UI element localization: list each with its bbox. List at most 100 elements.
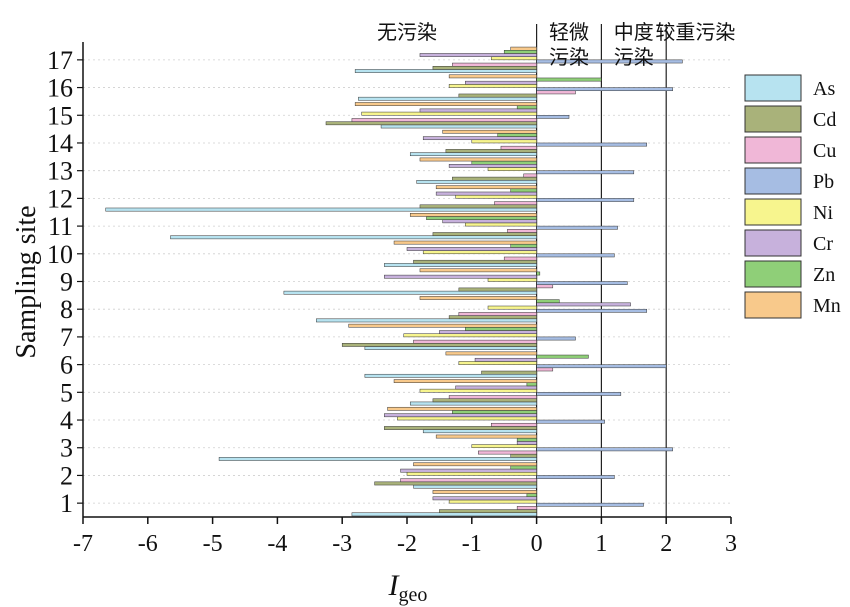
bar-cu-site-1 [516,506,537,510]
bar-ni-site-5 [419,388,537,393]
legend-label-pb: Pb [813,171,834,193]
bar-cu-site-7 [413,339,537,344]
bar-mn-site-10 [393,240,537,245]
bar-as-site-9 [283,290,537,295]
bar-mn-site-11 [409,213,537,217]
bar-as-site-7 [364,346,537,350]
bar-cu-site-11 [507,229,537,233]
bar-ni-site-6 [458,361,537,365]
x-tick-label: -3 [332,531,352,557]
bar-mn-site-2 [413,462,537,467]
x-tick-label: 3 [725,531,737,557]
bar-mn-site-4 [387,406,537,411]
bar-cu-site-2 [400,478,537,483]
bar-cu-site-6 [536,367,554,372]
x-tick-label: 1 [595,531,607,557]
bar-cd-site-4 [384,426,537,430]
bar-cu-site-13 [523,173,537,178]
bar-cr-site-11 [442,219,537,224]
bar-cr-site-8 [536,302,631,307]
bar-pb-site-10 [536,253,615,258]
bar-mn-site-3 [435,434,537,439]
bar-as-site-1 [351,512,537,517]
bar-as-site-3 [218,457,537,461]
y-tick-label-site-7: 7 [60,323,73,352]
bar-ni-site-2 [406,471,537,476]
y-tick-label-site-3: 3 [60,434,73,463]
bar-pb-site-16 [536,87,673,92]
y-tick-label-site-2: 2 [60,461,73,490]
bar-as-site-10 [384,263,537,267]
bar-cu-site-14 [500,145,537,150]
zone-label: 较重污染 [655,20,735,44]
bar-zn-site-11 [426,216,537,220]
y-tick-label-site-15: 15 [47,101,73,130]
zone-label: 污染 [549,45,589,69]
legend: As Cd Cu Pb Ni Cr Zn Mn [744,74,841,319]
bar-cu-site-12 [494,201,537,206]
bar-zn-site-7 [465,327,537,331]
legend-label-ni: Ni [813,202,833,224]
bar-ni-site-12 [455,194,537,199]
y-tick-label-site-12: 12 [47,184,73,213]
bar-zn-site-12 [510,188,537,193]
x-tick-label: -1 [462,531,482,557]
bar-mn-site-16 [448,74,537,79]
bar-cr-site-16 [465,80,537,85]
y-tick-label-site-17: 17 [47,46,73,75]
bar-cr-site-6 [474,357,537,362]
legend-label-mn: Mn [813,295,841,317]
bar-ni-site-9 [487,278,537,282]
bar-ni-site-13 [487,167,537,171]
bar-zn-site-15 [516,105,537,110]
bar-cr-site-12 [435,191,537,196]
bar-zn-site-9 [536,271,541,276]
bar-pb-site-1 [536,502,644,507]
legend-label-zn: Zn [813,264,835,286]
zone-label: 无污染 [377,20,437,44]
y-tick-label-site-13: 13 [47,157,73,186]
y-tick-label-site-5: 5 [60,378,73,407]
legend-swatch-zn [744,260,802,288]
bar-zn-site-16 [536,77,602,82]
bar-as-site-6 [364,373,537,378]
bar-cd-site-9 [458,287,537,292]
axes: -7 -6 -5 -4 -3 -2 -1 0 1 2 31234567891011121314151… [47,42,737,557]
bar-ni-site-3 [471,444,537,448]
y-tick-label-site-9: 9 [60,268,73,297]
bar-mn-site-6 [445,351,537,356]
bar-cr-site-7 [439,330,537,334]
bar-mn-site-14 [442,129,537,134]
bar-cd-site-17 [432,66,537,70]
x-tick-label: -4 [267,531,287,557]
bar-cr-site-10 [406,247,537,251]
y-tick-label-site-10: 10 [47,240,73,269]
bar-cu-site-5 [448,395,537,399]
bar-as-site-15 [380,124,537,129]
x-tick-label: -2 [397,531,417,557]
y-tick-label-site-16: 16 [47,74,73,103]
bar-pb-site-9 [536,281,628,285]
x-tick-label: -7 [73,531,93,557]
bar-cd-site-5 [432,398,537,403]
bar-pb-site-7 [536,336,576,341]
legend-label-cd: Cd [813,109,836,131]
bar-pb-site-14 [536,142,648,147]
bar-zn-site-4 [452,410,537,414]
bar-zn-site-8 [536,299,560,304]
bar-cd-site-11 [432,232,537,236]
bar-cr-site-2 [400,468,537,473]
zone-label: 污染 [614,45,654,69]
bar-ni-site-16 [448,84,537,88]
bar-as-site-8 [316,318,537,323]
bar-cd-site-14 [445,149,537,153]
bar-zn-site-1 [526,493,537,497]
bar-pb-site-11 [536,225,618,230]
bar-ni-site-17 [490,56,537,61]
legend-swatch-ni [744,198,802,226]
bar-pb-site-13 [536,170,635,175]
bar-mn-site-7 [348,323,537,328]
bar-cd-site-13 [452,176,537,181]
bar-cd-site-8 [448,315,537,320]
